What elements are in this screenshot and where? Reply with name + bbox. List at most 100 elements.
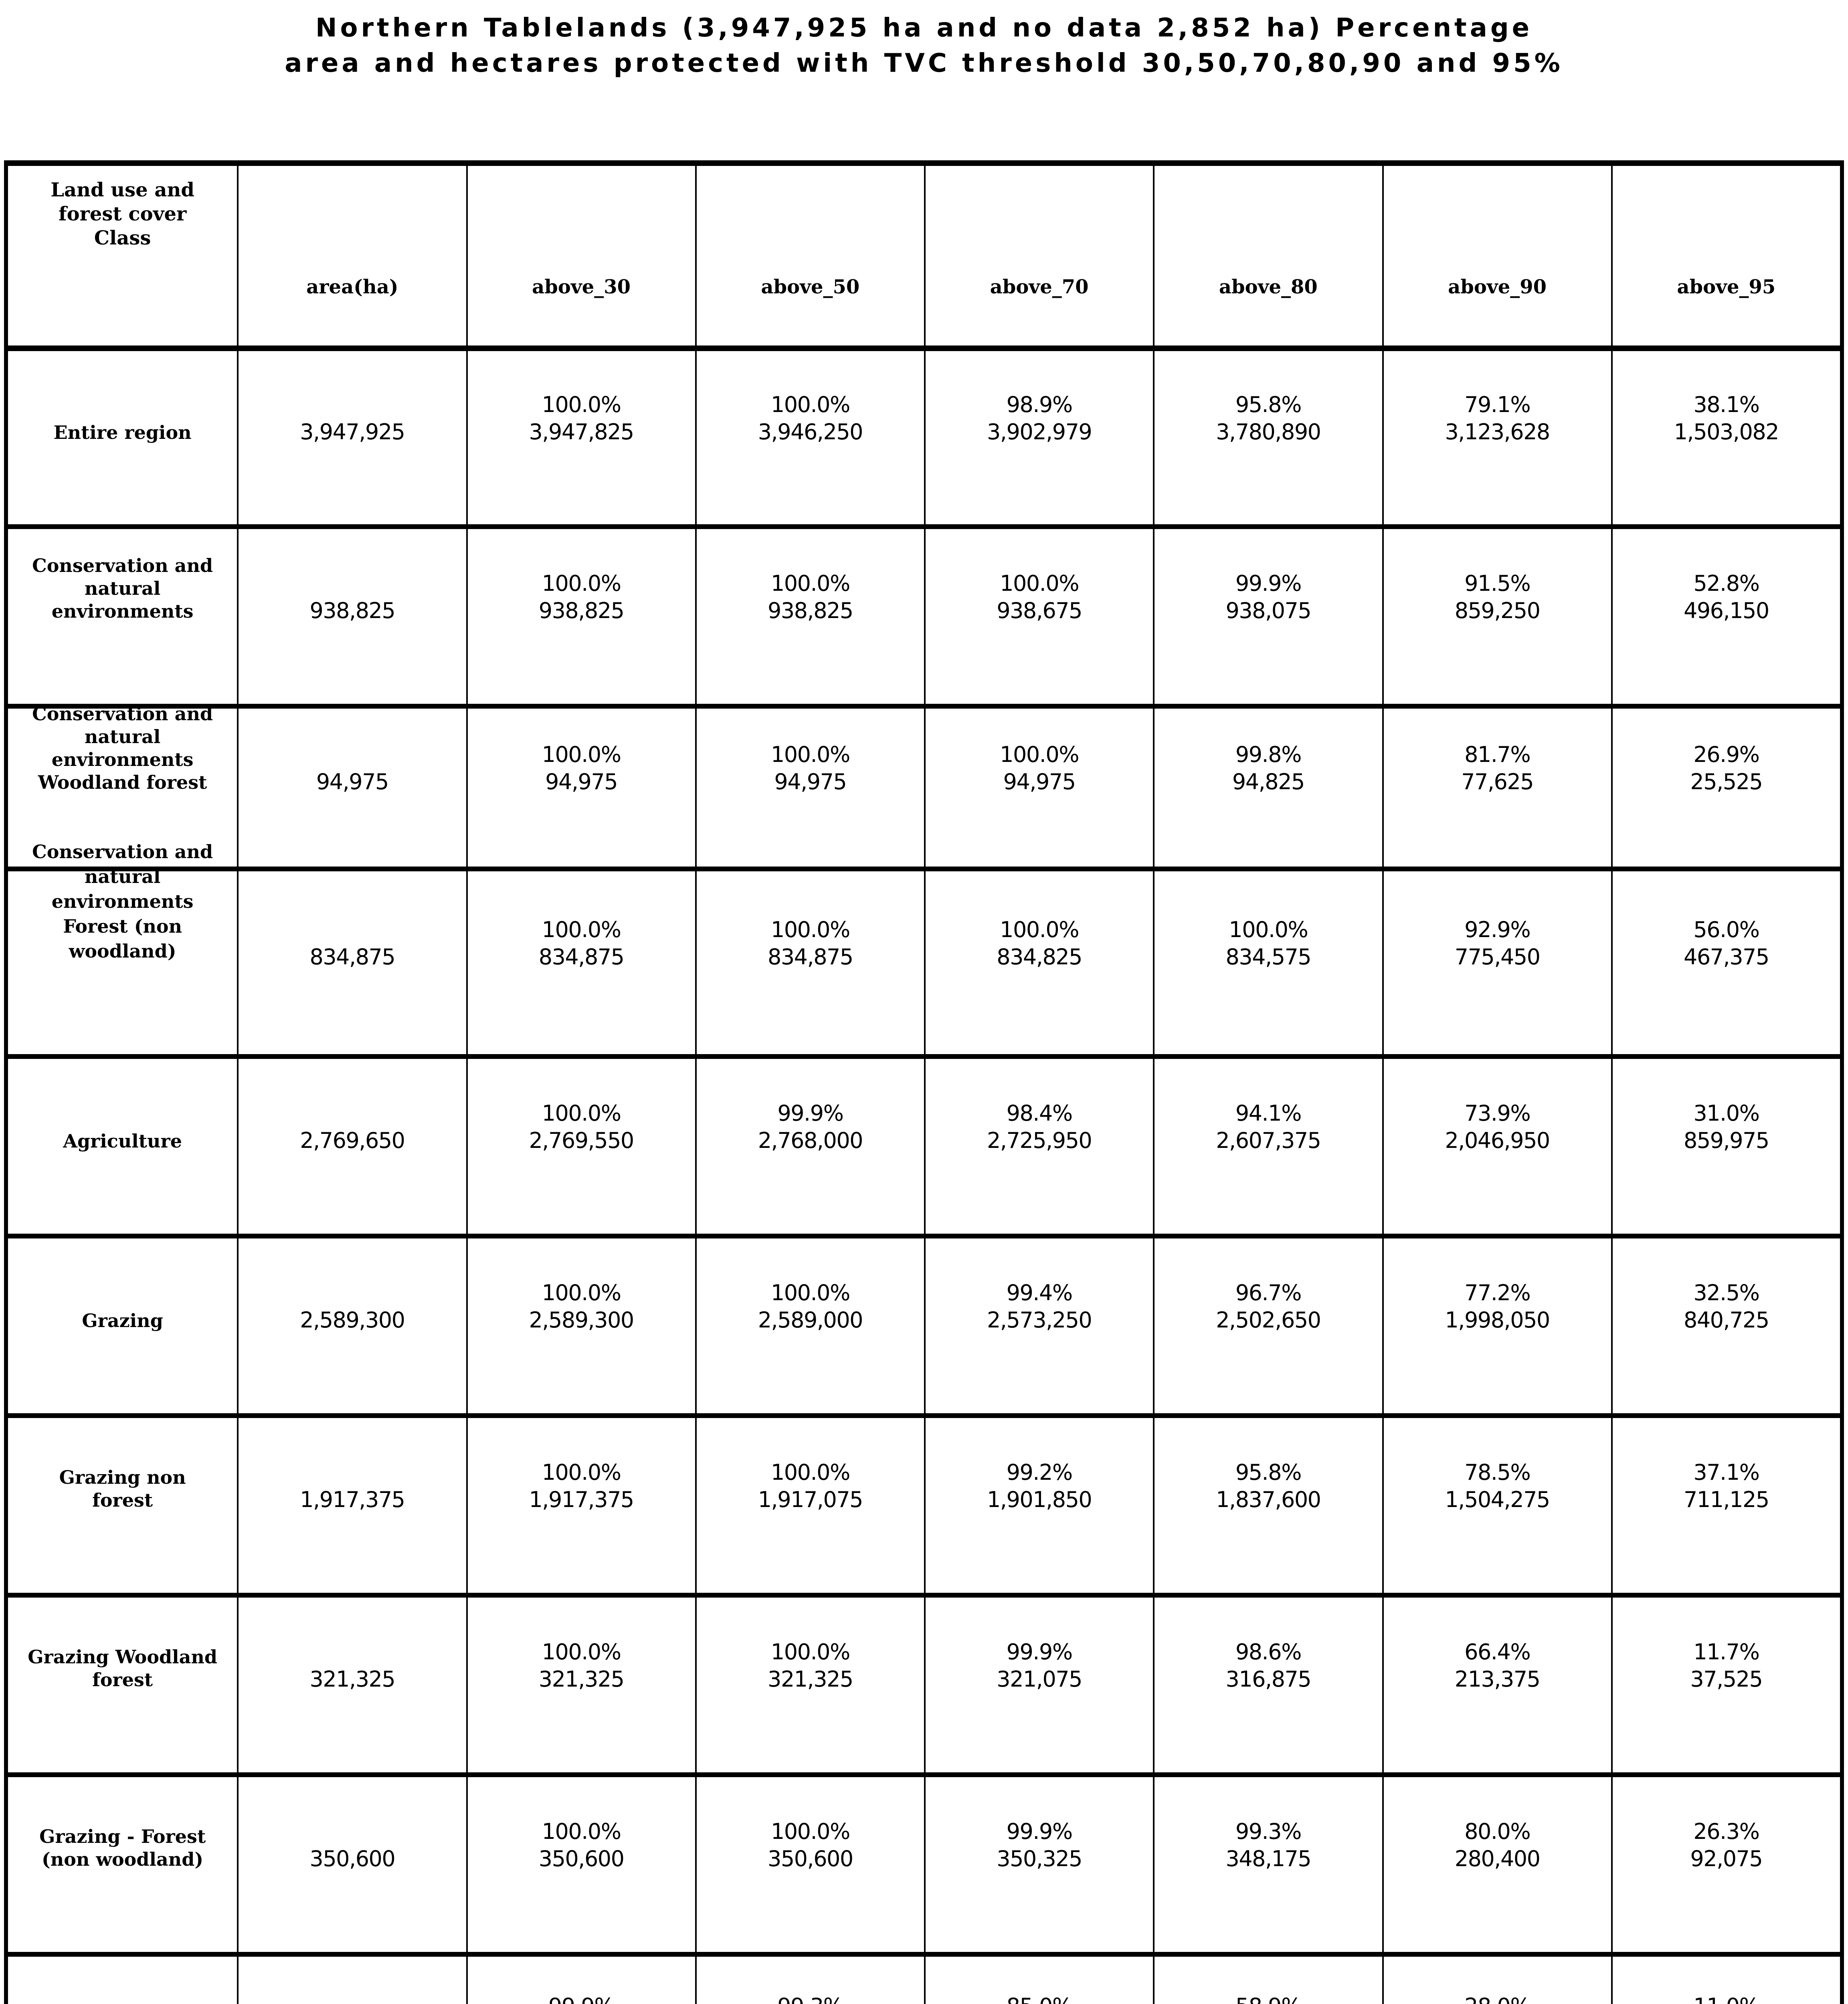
percent-value: 100.0% xyxy=(770,571,850,596)
threshold-cell: 78.5% 1,504,275 xyxy=(1382,1418,1611,1593)
hectares-value: 94,825 xyxy=(1232,769,1305,794)
hectares-value: 350,325 xyxy=(997,1846,1082,1871)
area-cell: 94,975 xyxy=(237,709,466,867)
threshold-cell: 95.8% 1,837,600 xyxy=(1153,1418,1382,1593)
threshold-cell: 100.0% 938,675 xyxy=(924,529,1153,704)
hectares-value: 938,825 xyxy=(538,598,625,623)
hectares-value: 938,825 xyxy=(767,598,853,623)
percent-value: 56.0% xyxy=(1693,917,1760,942)
percent-value: 79.1% xyxy=(1464,392,1531,417)
row-label-line: Grazing Woodland xyxy=(28,1646,218,1668)
column-header-above-70: above_70 xyxy=(924,166,1153,345)
hectares-value: 840,725 xyxy=(1683,1307,1769,1333)
row-label-line: Grazing xyxy=(82,1310,163,1331)
percent-value: 99.9% xyxy=(1006,1639,1073,1665)
threshold-cell: 100.0% 2,589,300 xyxy=(466,1238,695,1413)
percent-value: 95.8% xyxy=(1235,392,1302,417)
threshold-cell: 99.3% 348,175 xyxy=(1153,1777,1382,1952)
hectares-value: 834,875 xyxy=(538,944,625,970)
percent-value: 81.7% xyxy=(1464,742,1531,767)
area-value: 94,975 xyxy=(316,769,389,794)
row-label-cell: Conservation and natural environments xyxy=(8,529,237,704)
area-cell: 834,875 xyxy=(237,871,466,1054)
percent-value: 85.0% xyxy=(926,1994,1153,2004)
table-row: Grazing - Forest (non woodland) 350,600 100… xyxy=(8,1777,1840,1957)
hectares-value: 1,837,600 xyxy=(1216,1487,1321,1512)
row-label-line: environments xyxy=(51,891,194,912)
area-value: 1,917,375 xyxy=(300,1487,405,1512)
percent-value: 100.0% xyxy=(1000,742,1079,767)
percent-value: 99.9% xyxy=(1235,571,1302,596)
table-row: Conservation and natural environments Woodl… xyxy=(8,703,1840,871)
hectares-value: 348,175 xyxy=(1225,1846,1311,1871)
percent-value: 100.0% xyxy=(770,1280,850,1305)
hectares-value: 350,600 xyxy=(767,1846,853,1871)
hectares-value: 2,502,650 xyxy=(1216,1307,1321,1333)
row-label-line: forest xyxy=(92,1489,153,1511)
column-header-above-80: above_80 xyxy=(1153,166,1382,345)
page-title: Northern Tablelands (3,947,925 ha and no… xyxy=(0,10,1848,81)
area-value: 321,325 xyxy=(309,1667,395,1692)
threshold-cell: 100.0% 2,589,000 xyxy=(695,1238,924,1413)
hectares-value: 1,917,375 xyxy=(529,1487,634,1512)
hectares-value: 94,975 xyxy=(1003,769,1076,794)
threshold-cell: 99.9% 938,075 xyxy=(1153,529,1382,704)
area-value: 2,769,650 xyxy=(300,1128,405,1153)
percent-value: 66.4% xyxy=(1464,1639,1531,1665)
table-row: Grazing Woodland forest 321,325 100.0% 321,3… xyxy=(8,1598,1840,1777)
threshold-cell: 99.9% 2,768,000 xyxy=(695,1059,924,1234)
threshold-cell: 37.1% 711,125 xyxy=(1611,1418,1840,1593)
hectares-value: 2,573,250 xyxy=(987,1307,1092,1333)
hectares-value: 350,600 xyxy=(538,1846,625,1871)
hectares-value: 77,625 xyxy=(1461,769,1534,794)
percent-value: 26.9% xyxy=(1693,742,1760,767)
hectares-value: 3,780,890 xyxy=(1216,419,1321,444)
threshold-cell: 96.7% 2,502,650 xyxy=(1153,1238,1382,1413)
hectares-value: 938,075 xyxy=(1225,598,1311,623)
hectares-value: 938,675 xyxy=(997,598,1082,623)
hectares-value: 321,075 xyxy=(997,1667,1082,1692)
percent-value: 58.9% xyxy=(1154,1994,1382,2004)
percent-value: 37.1% xyxy=(1693,1460,1760,1485)
percent-value: 100.0% xyxy=(1000,917,1079,942)
threshold-cell: 100.0% 1,917,075 xyxy=(695,1418,924,1593)
percent-value: 31.0% xyxy=(1693,1101,1760,1126)
percent-value: 100.0% xyxy=(542,392,621,417)
column-header-above-90: above_90 xyxy=(1382,166,1611,345)
percent-value: 100.0% xyxy=(542,1819,621,1844)
threshold-cell: 99.8% 94,825 xyxy=(1153,709,1382,867)
threshold-cell: 26.3% 92,075 xyxy=(1611,1777,1840,1952)
threshold-cell: 99.9%172,525 xyxy=(466,1957,695,2004)
area-value: 2,589,300 xyxy=(300,1307,405,1333)
threshold-cell: 66.4% 213,375 xyxy=(1382,1598,1611,1772)
area-cell: 2,769,650 xyxy=(237,1059,466,1234)
hectares-value: 467,375 xyxy=(1683,944,1769,970)
row-label-line: Grazing non xyxy=(59,1467,186,1488)
hectares-value: 3,947,825 xyxy=(529,419,634,444)
percent-value: 98.9% xyxy=(1006,392,1073,417)
row-label-line: Woodland forest xyxy=(38,772,207,793)
row-label-cell: Entire region xyxy=(8,351,237,524)
hectares-value: 2,607,375 xyxy=(1216,1128,1321,1153)
percent-value: 94.1% xyxy=(1235,1101,1302,1126)
page-title-line1: Northern Tablelands (3,947,925 ha and no… xyxy=(315,13,1533,43)
percent-value: 91.5% xyxy=(1464,571,1531,596)
area-cell: 2,589,300 xyxy=(237,1238,466,1413)
threshold-cell: 79.1% 3,123,628 xyxy=(1382,351,1611,524)
hectares-value: 3,902,979 xyxy=(987,419,1092,444)
threshold-cell: 80.0% 280,400 xyxy=(1382,1777,1611,1952)
percent-value: 99.4% xyxy=(1006,1280,1073,1305)
area-cell: 172,625 xyxy=(237,1957,466,2004)
hectares-value: 213,375 xyxy=(1454,1667,1541,1692)
threshold-cell: 98.6% 316,875 xyxy=(1153,1598,1382,1772)
threshold-cell: 73.9% 2,046,950 xyxy=(1382,1059,1611,1234)
percent-value: 73.9% xyxy=(1464,1101,1531,1126)
percent-value: 78.5% xyxy=(1464,1460,1531,1485)
area-cell: 350,600 xyxy=(237,1777,466,1952)
percent-value: 38.1% xyxy=(1693,392,1760,417)
percent-value: 80.0% xyxy=(1464,1819,1531,1844)
column-header-above-95: above_95 xyxy=(1611,166,1840,345)
percent-value: 99.3% xyxy=(697,1994,924,2004)
percent-value: 77.2% xyxy=(1464,1280,1531,1305)
percent-value: 96.7% xyxy=(1235,1280,1302,1305)
